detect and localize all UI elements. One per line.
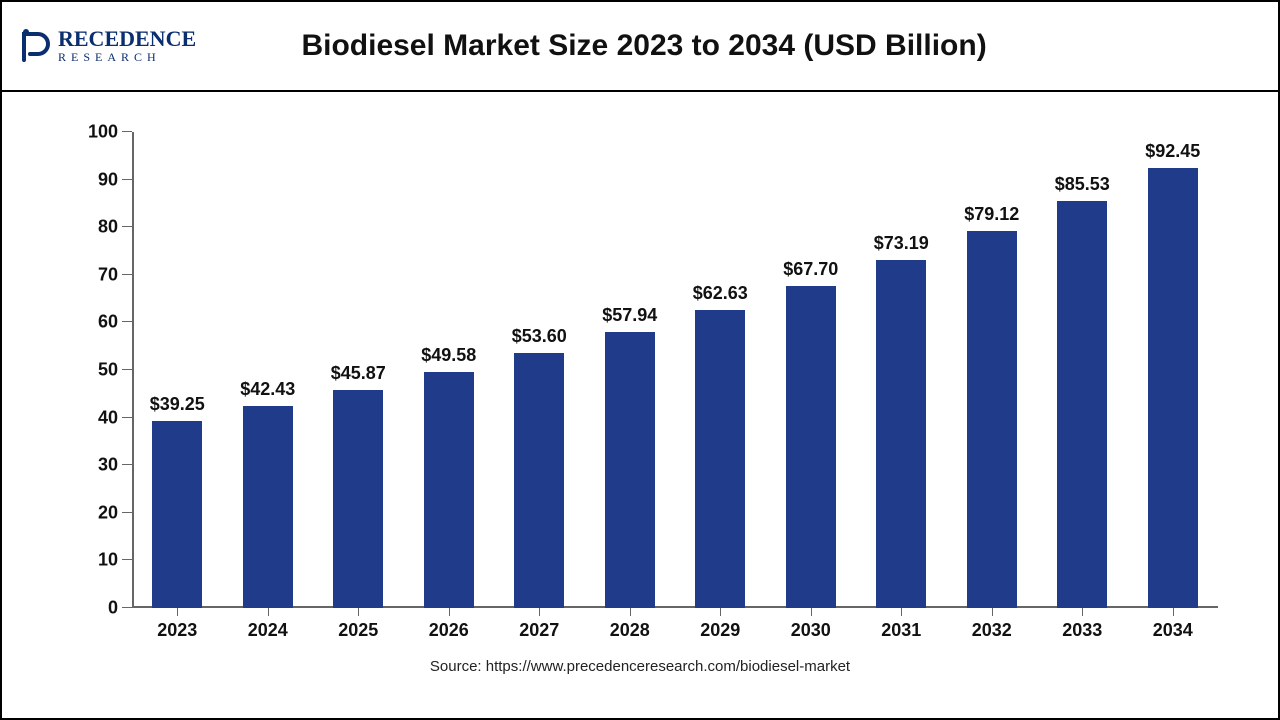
y-tick-label: 30 (98, 455, 118, 476)
bar-value-label: $39.25 (150, 394, 205, 415)
x-tick-label: 2030 (791, 620, 831, 641)
bar: $42.43 (243, 406, 293, 608)
logo-subword: RESEARCH (58, 52, 196, 63)
x-tick-label: 2029 (700, 620, 740, 641)
y-tick-label: 10 (98, 550, 118, 571)
x-tick (1082, 608, 1083, 616)
y-tick (122, 417, 132, 418)
y-tick (122, 226, 132, 227)
x-tick (630, 608, 631, 616)
bar: $62.63 (695, 310, 745, 608)
bar-value-label: $62.63 (693, 283, 748, 304)
y-tick-label: 0 (108, 598, 118, 619)
plot-region: 0102030405060708090100$39.252023$42.4320… (132, 132, 1218, 608)
x-tick-label: 2034 (1153, 620, 1193, 641)
y-tick (122, 179, 132, 180)
y-tick (122, 131, 132, 132)
y-tick (122, 369, 132, 370)
brand-logo: RECEDENCE RESEARCH (18, 28, 196, 64)
y-tick (122, 607, 132, 608)
bar: $67.70 (786, 286, 836, 608)
logo-mark-icon (18, 28, 54, 64)
bar: $57.94 (605, 332, 655, 608)
bar: $53.60 (514, 353, 564, 608)
x-tick-label: 2024 (248, 620, 288, 641)
x-tick (449, 608, 450, 616)
y-tick (122, 274, 132, 275)
x-tick (177, 608, 178, 616)
bar-value-label: $79.12 (964, 204, 1019, 225)
bar: $49.58 (424, 372, 474, 608)
x-tick-label: 2031 (881, 620, 921, 641)
header-row: RECEDENCE RESEARCH Biodiesel Market Size… (2, 2, 1278, 92)
bar: $85.53 (1057, 201, 1107, 608)
bar: $92.45 (1148, 168, 1198, 608)
bar: $39.25 (152, 421, 202, 608)
bar-value-label: $92.45 (1145, 141, 1200, 162)
logo-text: RECEDENCE RESEARCH (58, 29, 196, 63)
x-tick-label: 2028 (610, 620, 650, 641)
x-tick-label: 2026 (429, 620, 469, 641)
x-tick (1173, 608, 1174, 616)
x-tick (811, 608, 812, 616)
bar-value-label: $67.70 (783, 259, 838, 280)
chart: 0102030405060708090100$39.252023$42.4320… (42, 122, 1238, 658)
bar-value-label: $45.87 (331, 363, 386, 384)
x-tick (901, 608, 902, 616)
y-tick-label: 70 (98, 264, 118, 285)
bar: $73.19 (876, 260, 926, 608)
x-tick (358, 608, 359, 616)
bar: $45.87 (333, 390, 383, 608)
y-axis-line (132, 132, 134, 608)
x-tick-label: 2027 (519, 620, 559, 641)
bar-value-label: $53.60 (512, 326, 567, 347)
x-tick-label: 2023 (157, 620, 197, 641)
y-tick (122, 512, 132, 513)
bar-value-label: $57.94 (602, 305, 657, 326)
y-tick-label: 60 (98, 312, 118, 333)
chart-card: RECEDENCE RESEARCH Biodiesel Market Size… (0, 0, 1280, 720)
y-tick (122, 559, 132, 560)
bar-value-label: $73.19 (874, 233, 929, 254)
y-tick-label: 20 (98, 502, 118, 523)
bar-value-label: $42.43 (240, 379, 295, 400)
x-tick (268, 608, 269, 616)
y-tick-label: 50 (98, 360, 118, 381)
x-tick (992, 608, 993, 616)
logo-word: RECEDENCE (58, 26, 196, 51)
source-line: Source: https://www.precedenceresearch.c… (42, 658, 1238, 687)
x-axis-line (132, 606, 1218, 608)
y-tick-label: 40 (98, 407, 118, 428)
x-tick-label: 2032 (972, 620, 1012, 641)
bar: $79.12 (967, 231, 1017, 608)
y-tick (122, 464, 132, 465)
x-tick-label: 2025 (338, 620, 378, 641)
y-tick (122, 321, 132, 322)
bar-value-label: $49.58 (421, 345, 476, 366)
y-tick-label: 80 (98, 217, 118, 238)
chart-area: 0102030405060708090100$39.252023$42.4320… (2, 92, 1278, 718)
x-tick (539, 608, 540, 616)
y-tick-label: 90 (98, 169, 118, 190)
y-tick-label: 100 (88, 122, 118, 143)
x-tick-label: 2033 (1062, 620, 1102, 641)
x-tick (720, 608, 721, 616)
bar-value-label: $85.53 (1055, 174, 1110, 195)
chart-title: Biodiesel Market Size 2023 to 2034 (USD … (196, 29, 1262, 63)
